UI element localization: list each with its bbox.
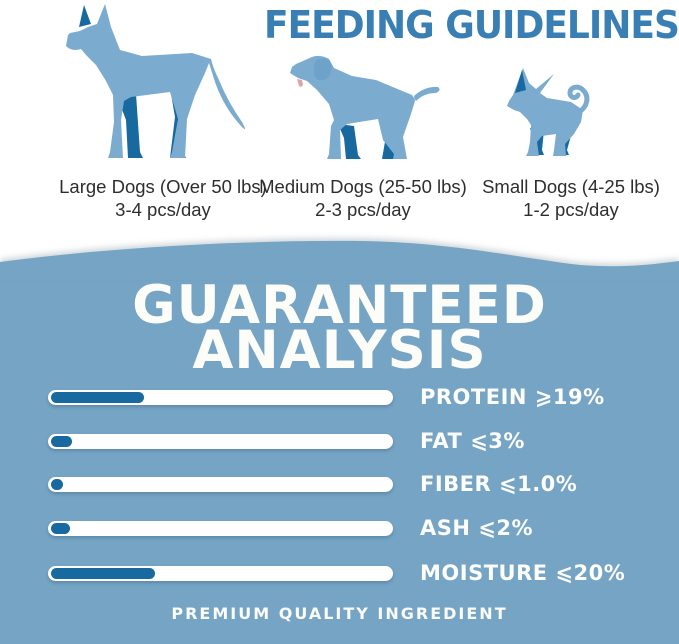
feeding-guidelines-title: FEEDING GUIDELINES	[264, 4, 679, 48]
fiber-bar-track	[48, 477, 393, 492]
guaranteed-analysis-title-line2: ANALYSIS	[192, 320, 487, 381]
protein-bar-fill	[51, 392, 145, 403]
fiber-label: FIBER ⩽1.0%	[420, 473, 577, 495]
fiber-bar-fill	[51, 479, 64, 490]
ash-value: ⩽2%	[478, 516, 534, 540]
moisture-value: ⩽20%	[555, 561, 626, 585]
small-dogs-serving: 1-2 pcs/day	[523, 199, 619, 220]
moisture-bar-fill	[51, 568, 155, 579]
analysis-row-ash: ASH ⩽2%	[0, 517, 679, 545]
guaranteed-analysis-title: GUARANTEED ANALYSIS	[0, 275, 679, 381]
medium-dogs-serving: 2-3 pcs/day	[315, 199, 411, 220]
ash-bar-track	[48, 521, 393, 536]
large-dogs-name: Large Dogs (Over 50 lbs)	[59, 176, 267, 197]
medium-dogs-name: Medium Dogs (25-50 lbs)	[259, 176, 467, 197]
medium-dog-icon	[290, 55, 440, 159]
large-dogs-label: Large Dogs (Over 50 lbs) 3-4 pcs/day	[53, 175, 273, 221]
ash-label: ASH ⩽2%	[420, 517, 533, 539]
fat-label: FAT ⩽3%	[420, 430, 525, 452]
fat-bar-fill	[51, 436, 72, 447]
fiber-value: ⩽1.0%	[499, 472, 578, 496]
fat-value: ⩽3%	[470, 429, 525, 453]
small-dogs-label: Small Dogs (4-25 lbs) 1-2 pcs/day	[461, 175, 679, 221]
protein-label: PROTEIN ⩾19%	[420, 386, 605, 408]
guaranteed-analysis-panel	[0, 276, 679, 644]
ash-bar-fill	[51, 523, 70, 534]
moisture-label-text: MOISTURE	[420, 561, 548, 585]
fat-label-text: FAT	[420, 429, 463, 453]
protein-value: ⩾19%	[534, 385, 605, 409]
analysis-row-fiber: FIBER ⩽1.0%	[0, 473, 679, 501]
moisture-bar-track	[48, 566, 393, 581]
small-dog-icon	[507, 68, 590, 156]
protein-label-text: PROTEIN	[420, 385, 527, 409]
premium-quality-footer: PREMIUM QUALITY INGREDIENT	[171, 604, 508, 623]
large-dogs-serving: 3-4 pcs/day	[115, 199, 211, 220]
fiber-label-text: FIBER	[420, 472, 492, 496]
protein-bar-track	[48, 390, 393, 405]
moisture-label: MOISTURE ⩽20%	[420, 562, 625, 584]
large-dog-icon	[66, 4, 245, 158]
small-dogs-name: Small Dogs (4-25 lbs)	[482, 176, 660, 197]
fat-bar-track	[48, 434, 393, 449]
analysis-row-moisture: MOISTURE ⩽20%	[0, 562, 679, 590]
ash-label-text: ASH	[420, 516, 471, 540]
wave-divider	[0, 240, 679, 280]
medium-dogs-label: Medium Dogs (25-50 lbs) 2-3 pcs/day	[253, 175, 473, 221]
analysis-row-fat: FAT ⩽3%	[0, 430, 679, 458]
guaranteed-analysis-title-line1: GUARANTEED	[132, 275, 547, 336]
analysis-row-protein: PROTEIN ⩾19%	[0, 386, 679, 414]
